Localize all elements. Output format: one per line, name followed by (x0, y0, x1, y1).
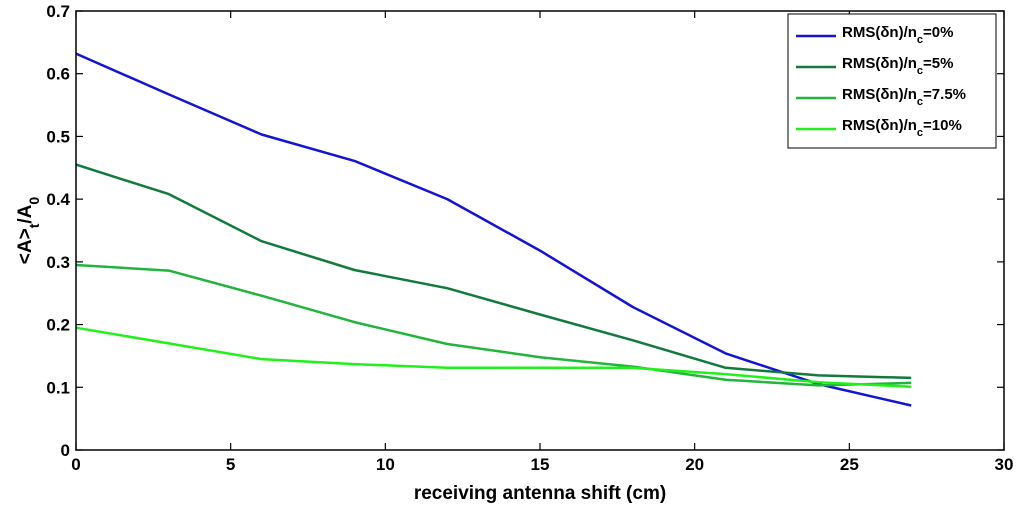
y-tick-label: 0.4 (46, 190, 70, 209)
y-axis-label-mid: /A (15, 204, 36, 223)
x-tick-label: 30 (995, 455, 1014, 474)
y-tick-label: 0.7 (46, 2, 70, 21)
legend-label-3: RMS(δn)/nc=7.5% (842, 86, 966, 108)
legend-label-2: RMS(δn)/nc=5% (842, 55, 954, 77)
y-tick-label: 0.6 (46, 65, 70, 84)
x-tick-label: 25 (840, 455, 859, 474)
x-tick-label: 5 (226, 455, 235, 474)
legend: RMS(δn)/nc=0% RMS(δn)/nc=5% RMS(δn)/nc=7.5… (787, 13, 997, 149)
y-axis-label-sub1: t (26, 223, 42, 228)
x-axis-label: receiving antenna shift (cm) (414, 483, 666, 504)
series-line-2 (75, 163, 912, 380)
x-tick-label: 15 (531, 455, 550, 474)
series-line-4 (75, 326, 912, 388)
x-tick-label: 20 (685, 455, 704, 474)
series-layer (75, 52, 912, 407)
ticks-layer: 0 5 10 15 20 25 30 0 0.1 0.2 0.3 0.4 0.5 0.6 0.7 (46, 2, 1013, 474)
legend-label-1: RMS(δn)/nc=0% (842, 24, 954, 46)
y-tick-label: 0 (61, 441, 70, 460)
y-axis-label-main: <A> (15, 228, 36, 264)
y-tick-label: 0.2 (46, 316, 70, 335)
x-tick-label: 0 (71, 455, 80, 474)
series-line-3 (75, 263, 912, 387)
series-line-1 (75, 52, 912, 407)
y-tick-label: 0.5 (46, 127, 70, 146)
y-tick-label: 0.3 (46, 253, 70, 272)
x-tick-label: 10 (376, 455, 395, 474)
y-tick-label: 0.1 (46, 378, 70, 397)
y-axis-label: <A>t/A0 (15, 197, 42, 265)
y-axis-label-sub2: 0 (26, 197, 42, 205)
legend-label-4: RMS(δn)/nc=10% (842, 117, 962, 139)
